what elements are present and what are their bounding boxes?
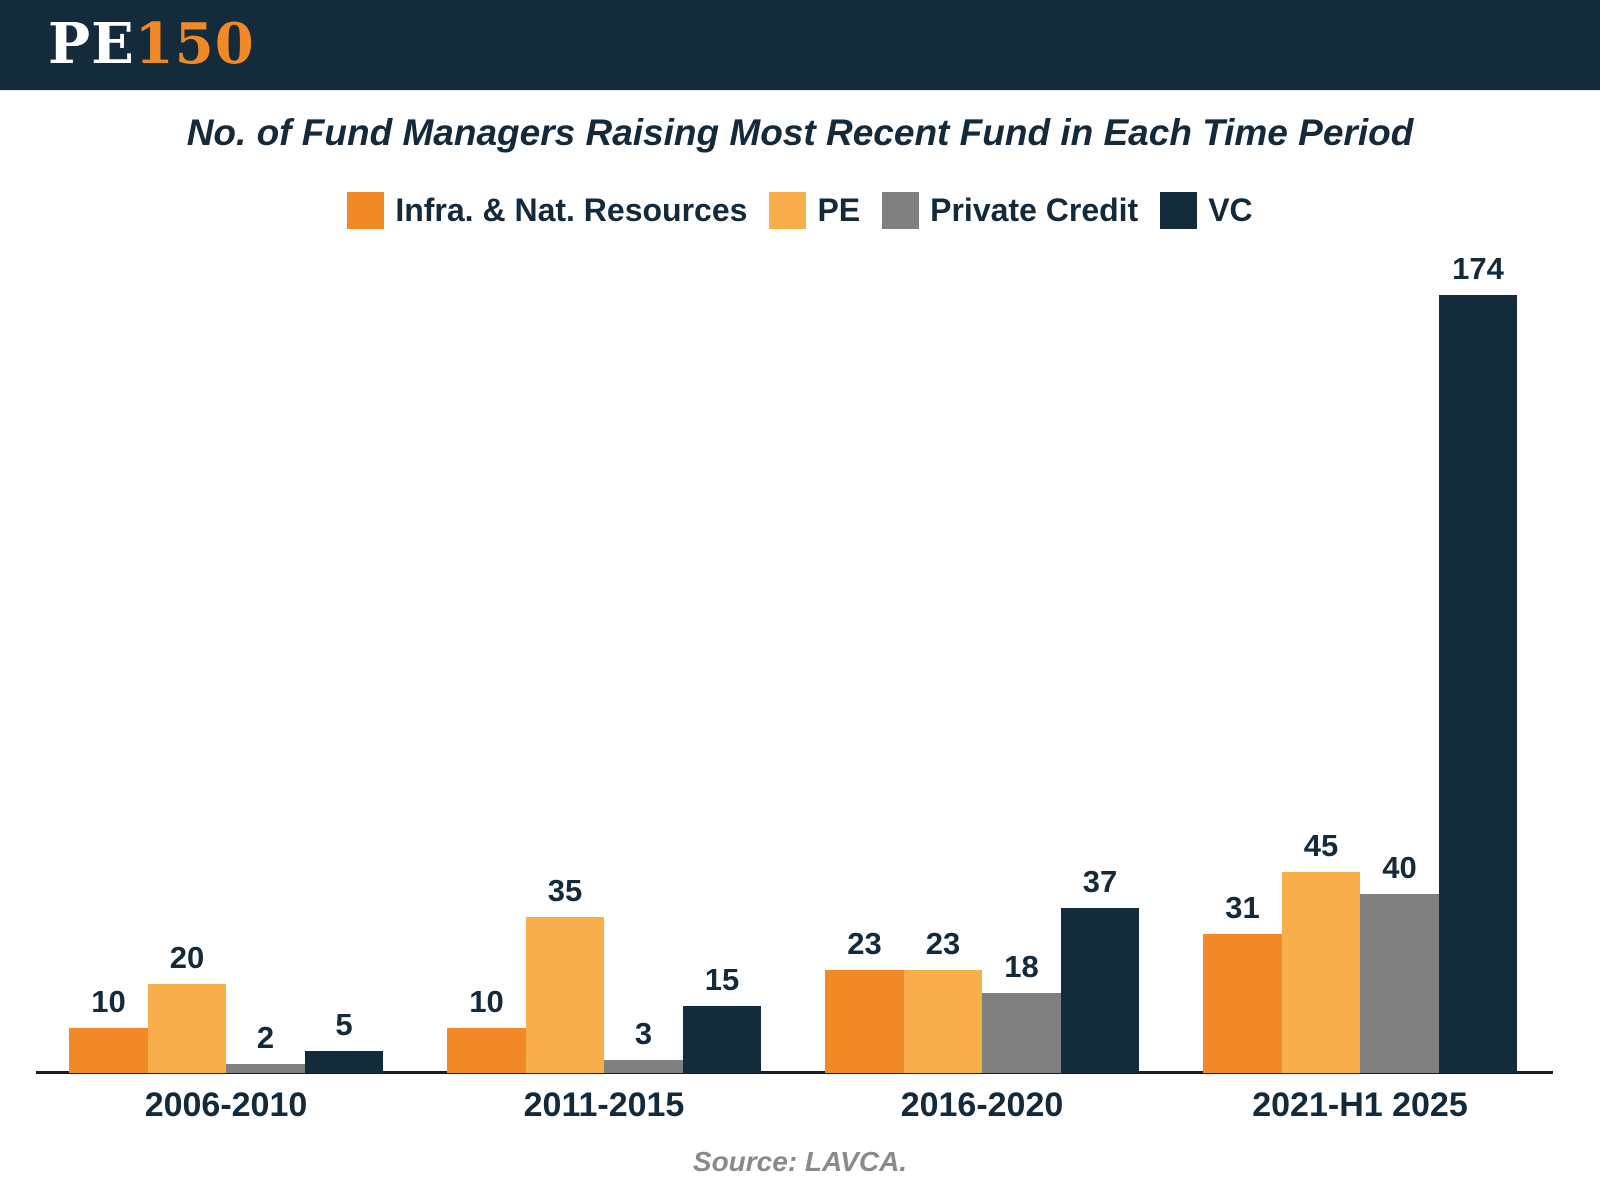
bar-value-label: 18 (1004, 949, 1039, 984)
bar-value-label: 31 (1225, 890, 1260, 925)
category-label: 2006-2010 (144, 1086, 308, 1124)
legend-item: VC (1160, 192, 1253, 229)
bar-value-label: 3 (634, 1016, 653, 1051)
legend-item: Infra. & Nat. Resources (347, 192, 747, 229)
bar-2011-2015-PE (526, 917, 604, 1073)
bar-value-label: 23 (847, 926, 882, 961)
bar-value-label: 2 (256, 1020, 275, 1055)
legend-label: Infra. & Nat. Resources (395, 192, 748, 228)
bar-2021-H1 2025-VC (1439, 295, 1517, 1073)
chart-legend: Infra. & Nat. Resources PE Private Credit V… (0, 192, 1600, 229)
legend-item: PE (769, 192, 860, 229)
category-label: 2021-H1 2025 (1252, 1086, 1468, 1124)
bar-2006-2010-Infra. & Nat. Resources (69, 1028, 148, 1073)
bar-value-label: 15 (704, 962, 740, 997)
bar-value-label: 45 (1303, 828, 1339, 863)
category-label: 2011-2015 (523, 1086, 685, 1124)
bar-value-label: 23 (925, 926, 961, 961)
legend-swatch (347, 192, 385, 229)
source-note: Source: LAVCA. (692, 1146, 908, 1177)
bar-2006-2010-Private Credit (226, 1064, 305, 1073)
pe150-logo: PE150 (48, 8, 255, 80)
bar-value-label: 40 (1382, 850, 1417, 885)
bar-value-label: 174 (1452, 251, 1504, 286)
logo-pe-text: PE (48, 11, 135, 77)
bar-2016-2020-VC (1061, 908, 1139, 1073)
bar-2006-2010-PE (148, 984, 226, 1073)
bar-2021-H1 2025-Infra. & Nat. Resources (1203, 934, 1282, 1073)
bar-value-label: 35 (547, 873, 583, 908)
chart-title: No. of Fund Managers Raising Most Recent… (186, 112, 1414, 153)
legend-label: Private Credit (930, 192, 1139, 228)
bar-2011-2015-VC (683, 1006, 761, 1073)
bar-2021-H1 2025-PE (1282, 872, 1360, 1073)
legend-swatch (769, 192, 807, 229)
bar-2016-2020-PE (904, 970, 982, 1073)
legend-swatch (882, 192, 920, 229)
bar-value-label: 20 (169, 940, 205, 975)
x-axis-line (36, 1071, 1553, 1074)
bar-2016-2020-Infra. & Nat. Resources (825, 970, 904, 1073)
bar-2011-2015-Infra. & Nat. Resources (447, 1028, 526, 1073)
bar-value-label: 10 (469, 984, 504, 1019)
legend-label: PE (817, 192, 861, 228)
bar-2021-H1 2025-Private Credit (1360, 894, 1439, 1073)
legend-label: VC (1208, 192, 1253, 228)
bar-value-label: 5 (335, 1007, 353, 1042)
bar-value-label: 37 (1082, 864, 1118, 899)
legend-item: Private Credit (882, 192, 1138, 229)
bar-2011-2015-Private Credit (604, 1060, 683, 1073)
header-band: PE150 (0, 0, 1600, 91)
bar-2006-2010-VC (305, 1051, 383, 1073)
bar-chart: 10 20 2 5 10 35 3 15 23 23 18 37 31 45 40 174 (36, 251, 1553, 1074)
bar-value-label: 10 (91, 984, 126, 1019)
category-label: 2016-2020 (900, 1086, 1064, 1124)
legend-swatch (1160, 192, 1198, 229)
bar-2016-2020-Private Credit (982, 993, 1061, 1073)
logo-150-text: 150 (134, 11, 255, 77)
